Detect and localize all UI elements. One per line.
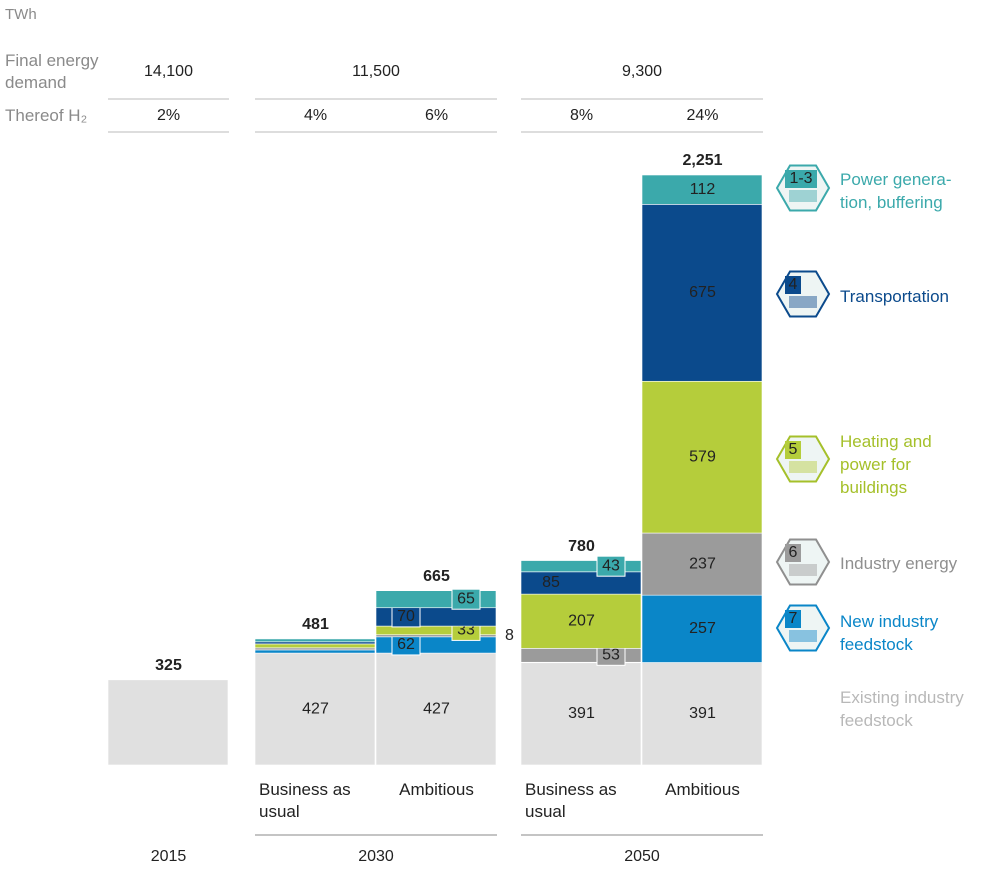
group-label: 2050	[624, 848, 660, 865]
legend-icon-detail	[789, 461, 817, 473]
segment-label: 8	[505, 627, 514, 644]
legend-icon	[775, 435, 831, 483]
bar-segment	[254, 647, 376, 651]
bar-segment	[520, 593, 642, 649]
legend-icon-badge	[785, 170, 817, 188]
legend-label: Industry energy	[840, 554, 958, 573]
total-label: 481	[302, 616, 329, 633]
bar-segment	[254, 652, 376, 766]
legend-icon-number: 7	[789, 610, 798, 627]
legend-label: Transportation	[840, 287, 949, 306]
segment-label: 391	[568, 705, 595, 722]
segment-label: 579	[689, 448, 716, 465]
segment-label: 675	[689, 284, 716, 301]
legend-icon-number: 1-3	[789, 170, 812, 187]
total-label: 2,251	[682, 152, 722, 169]
segment-label: 65	[457, 590, 475, 607]
h2-value: 6%	[425, 107, 448, 124]
legend-icon-badge	[785, 544, 801, 562]
legend-icon-badge	[785, 610, 801, 628]
segment-label: 43	[602, 557, 620, 574]
h2-value: 2%	[157, 107, 180, 124]
unit: TWh	[5, 6, 37, 23]
legend-icon-detail	[789, 564, 817, 576]
segment-label: 62	[397, 636, 415, 653]
bar-segment	[641, 204, 763, 382]
bar-segment	[254, 649, 376, 654]
total-label: 780	[568, 538, 595, 555]
category-label: Ambitious	[399, 780, 474, 799]
total-label: 325	[155, 657, 182, 674]
category-label: Business as usual	[525, 780, 617, 821]
bar-segment	[641, 174, 763, 205]
demand-value: 14,100	[144, 63, 193, 80]
segment-label: 70	[397, 608, 415, 625]
segment-tag	[596, 555, 626, 577]
bar-segment	[520, 662, 642, 766]
legend-label: Heating and power for buildings	[840, 432, 932, 497]
segment-label: 85	[542, 574, 560, 591]
bar-segment	[375, 652, 497, 766]
segment-label: 257	[689, 620, 716, 637]
h2-label: Thereof H₂	[5, 106, 88, 125]
demand-label: Final energy demand	[5, 51, 99, 92]
legend-icon-badge	[785, 276, 801, 294]
h2-value: 24%	[686, 107, 718, 124]
bar-segment	[254, 643, 376, 649]
segment-label: 53	[602, 647, 620, 664]
segment-label: 112	[690, 181, 716, 198]
group-label: 2030	[358, 848, 394, 865]
segment-label: 427	[423, 700, 450, 717]
segment-label: 237	[689, 555, 716, 572]
demand-value: 11,500	[352, 63, 400, 80]
legend-icon-badge	[785, 441, 801, 459]
total-label: 665	[423, 568, 450, 585]
bar-segment	[254, 638, 376, 643]
legend-label: Existing industry feedstock	[840, 688, 964, 730]
legend-icon-detail	[789, 190, 817, 202]
bar-segment	[520, 560, 642, 573]
segment-label: 391	[689, 705, 716, 722]
bar-segment	[641, 662, 763, 766]
category-label: Ambitious	[665, 780, 740, 799]
bar-segment	[254, 641, 376, 645]
category-label: Business as usual	[259, 780, 351, 821]
legend-icon-number: 5	[789, 441, 798, 458]
bar-segment	[641, 532, 763, 596]
bar-segment	[107, 679, 229, 766]
legend-icon	[775, 270, 831, 318]
legend-icon-number: 4	[789, 276, 798, 293]
h2-value: 4%	[304, 107, 327, 124]
segment-label: 427	[302, 700, 329, 717]
segment-tag	[451, 588, 481, 610]
legend-icon-detail	[789, 296, 817, 308]
legend-label: New industry feedstock	[840, 612, 939, 654]
bar-segment	[641, 594, 763, 663]
demand-value: 9,300	[622, 63, 662, 80]
legend-icon-number: 6	[789, 544, 798, 561]
legend-icon	[775, 604, 831, 652]
legend-label: Power genera­tion, buffering	[840, 170, 952, 212]
segment-label: 207	[568, 612, 595, 629]
h2-value: 8%	[570, 107, 593, 124]
legend-icon-detail	[789, 630, 817, 642]
group-label: 2015	[151, 848, 187, 865]
legend-icon	[775, 538, 831, 586]
